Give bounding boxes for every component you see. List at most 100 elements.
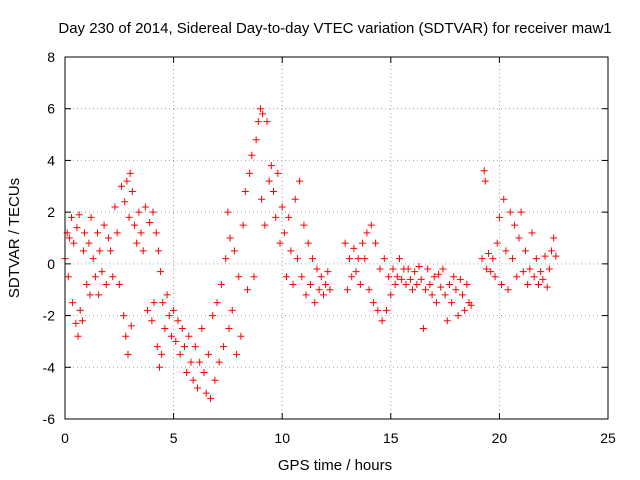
data-point [146,218,154,226]
data-point [278,203,286,211]
data-point [75,211,83,219]
data-point [81,229,89,237]
data-point [250,273,258,281]
data-point [524,281,532,289]
data-point [86,291,94,299]
y-tick-label: -6 [43,411,56,427]
data-point [543,283,551,291]
data-point [343,286,351,294]
data-point [74,332,82,340]
data-point [70,239,78,247]
data-point [382,306,390,314]
data-point [441,291,449,299]
data-point [230,247,238,255]
data-point [374,306,382,314]
data-point [137,229,145,237]
data-point [187,358,195,366]
data-point [435,270,443,278]
data-point [272,213,280,221]
data-point [361,255,369,263]
data-point [180,343,188,351]
data-point [109,273,117,281]
data-point [456,275,464,283]
data-point [487,268,495,276]
data-point [150,299,158,307]
data-point [498,281,506,289]
data-point [545,265,553,273]
data-point [144,306,152,314]
data-point [372,239,380,247]
data-point [422,286,430,294]
data-point [419,325,427,332]
data-point [69,299,77,307]
data-point [120,312,128,320]
data-point [65,234,73,242]
data-point [354,255,362,263]
data-point [304,239,312,247]
data-point [363,229,371,237]
data-point [296,177,304,185]
data-point [539,275,547,283]
data-point [191,343,199,351]
data-point [285,213,293,221]
data-point [165,312,173,320]
data-point [149,208,157,216]
data-point [246,169,254,177]
data-point [222,255,230,263]
data-point [225,325,233,332]
data-point [324,268,332,276]
data-point [141,203,149,211]
data-point [426,281,434,289]
data-point [511,221,519,229]
data-point [348,273,356,281]
data-point [341,239,349,247]
data-point [96,247,104,255]
y-axis-label: SDTVAR / TECUs [6,178,23,298]
data-point [489,255,497,263]
data-point [404,265,412,273]
data-point [252,136,260,144]
data-point [78,317,86,325]
data-point [376,265,384,273]
data-point [161,325,169,332]
data-point [217,281,225,289]
data-point [68,213,76,221]
data-point [385,273,393,281]
data-point [467,301,475,309]
y-tick-label: 2 [47,204,55,220]
data-point [215,358,223,366]
data-point [158,350,166,358]
data-point [159,299,167,307]
x-tick-label: 10 [274,430,290,446]
data-point [482,265,490,273]
data-point [437,283,445,291]
data-point [124,350,132,358]
data-point [439,265,447,273]
data-point [443,317,451,325]
data-point [270,187,278,195]
data-point [259,110,267,118]
data-point [493,239,501,247]
data-point [463,281,471,289]
axis-ticks: 0 5 10 15 20 25 -6 -4 -2 0 2 4 6 8 [43,49,616,446]
chart-title: Day 230 of 2014, Sidereal Day-to-day VTE… [58,20,611,37]
data-point [172,337,180,345]
data-point [541,252,549,260]
data-point [302,291,310,299]
data-point [406,275,414,283]
data-point [461,306,469,314]
data-point [148,317,156,325]
data-point [239,221,247,229]
data-point [391,281,399,289]
data-point [178,325,186,332]
data-point [326,286,334,294]
data-point [359,239,367,247]
data-point [183,368,191,376]
data-point [256,105,264,113]
data-point [500,195,508,203]
data-point [387,291,395,299]
data-point [209,312,217,320]
data-point [261,221,269,229]
data-points [61,105,560,402]
